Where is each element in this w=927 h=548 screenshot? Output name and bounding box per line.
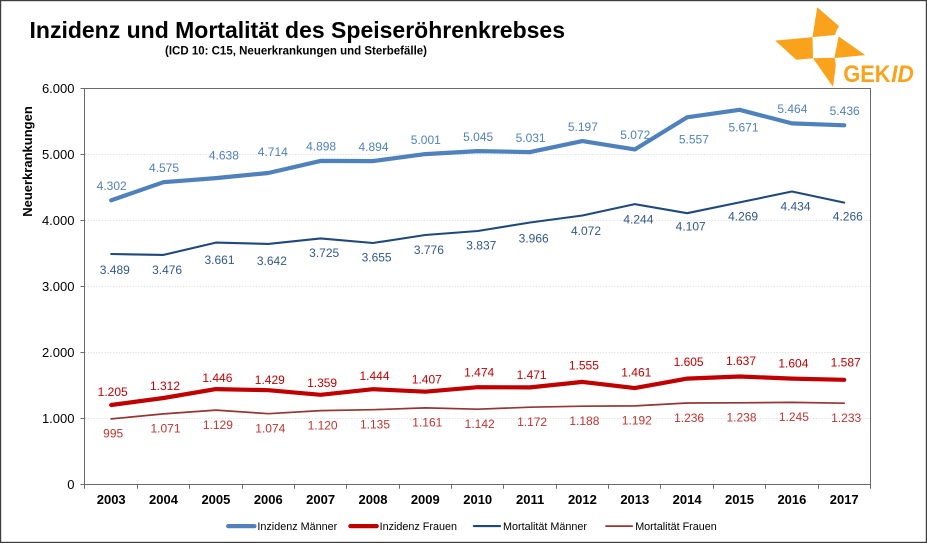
svg-text:5.072: 5.072 (620, 128, 650, 142)
svg-text:5.436: 5.436 (830, 104, 860, 118)
svg-text:1.172: 1.172 (517, 415, 547, 429)
svg-text:4.107: 4.107 (676, 220, 706, 234)
svg-text:Inzidenz und Mortalität des Sp: Inzidenz und Mortalität des Speiseröhren… (30, 17, 566, 43)
svg-text:1.587: 1.587 (831, 356, 861, 370)
svg-text:4.072: 4.072 (571, 224, 601, 238)
svg-text:5.671: 5.671 (728, 121, 758, 135)
svg-text:2008: 2008 (359, 492, 388, 507)
svg-text:2009: 2009 (411, 492, 440, 507)
svg-text:5.464: 5.464 (777, 102, 807, 116)
svg-text:1.120: 1.120 (308, 418, 338, 432)
svg-text:Inzidenz Frauen: Inzidenz Frauen (380, 521, 457, 533)
svg-text:2004: 2004 (149, 492, 179, 507)
svg-text:5.557: 5.557 (679, 132, 709, 146)
svg-text:1.161: 1.161 (412, 416, 442, 430)
svg-text:(ICD 10: C15, Neuerkrankungen: (ICD 10: C15, Neuerkrankungen und Sterbe… (165, 46, 427, 58)
svg-text:5.031: 5.031 (516, 131, 546, 145)
svg-text:4.434: 4.434 (780, 199, 810, 213)
svg-text:995: 995 (103, 427, 123, 441)
svg-text:4.000: 4.000 (42, 213, 75, 228)
svg-text:4.266: 4.266 (833, 210, 863, 224)
svg-text:4.894: 4.894 (358, 140, 388, 154)
svg-text:5.045: 5.045 (463, 130, 493, 144)
svg-text:2011: 2011 (516, 492, 544, 507)
svg-text:1.245: 1.245 (779, 410, 809, 424)
svg-text:1.359: 1.359 (307, 376, 337, 390)
svg-text:2014: 2014 (673, 492, 703, 507)
svg-text:1.142: 1.142 (465, 417, 495, 431)
svg-text:1.236: 1.236 (674, 411, 704, 425)
svg-text:3.655: 3.655 (362, 250, 392, 264)
svg-text:ID: ID (891, 61, 914, 88)
svg-text:3.776: 3.776 (414, 243, 444, 257)
svg-text:1.446: 1.446 (202, 371, 232, 385)
svg-text:2015: 2015 (725, 492, 754, 507)
svg-text:1.074: 1.074 (255, 422, 285, 436)
svg-text:Neuerkrankungen: Neuerkrankungen (20, 106, 35, 217)
svg-text:Mortalität Frauen: Mortalität Frauen (635, 521, 717, 533)
svg-text:1.605: 1.605 (674, 355, 704, 369)
svg-text:3.000: 3.000 (42, 279, 75, 294)
svg-text:2003: 2003 (97, 492, 126, 507)
svg-text:2010: 2010 (463, 492, 492, 507)
svg-text:5.001: 5.001 (411, 133, 441, 147)
svg-text:2006: 2006 (254, 492, 283, 507)
svg-text:1.637: 1.637 (726, 354, 756, 368)
svg-text:3.725: 3.725 (309, 246, 339, 260)
svg-text:4.269: 4.269 (728, 210, 758, 224)
svg-text:Inzidenz Männer: Inzidenz Männer (257, 521, 337, 533)
svg-text:1.471: 1.471 (517, 368, 547, 382)
svg-text:2005: 2005 (201, 492, 230, 507)
svg-text:4.898: 4.898 (306, 140, 336, 154)
svg-text:3.661: 3.661 (204, 253, 234, 267)
svg-text:1.407: 1.407 (412, 372, 442, 386)
svg-text:5.197: 5.197 (568, 120, 598, 134)
svg-text:4.302: 4.302 (97, 179, 127, 193)
svg-text:3.837: 3.837 (466, 239, 496, 253)
svg-text:1.238: 1.238 (726, 411, 756, 425)
svg-text:GEK: GEK (843, 61, 891, 88)
svg-text:2012: 2012 (568, 492, 597, 507)
svg-text:1.312: 1.312 (150, 379, 180, 393)
svg-text:4.714: 4.714 (258, 145, 288, 159)
svg-text:1.135: 1.135 (360, 418, 390, 432)
svg-text:2007: 2007 (306, 492, 335, 507)
svg-text:3.966: 3.966 (519, 232, 549, 246)
svg-text:1.071: 1.071 (150, 422, 180, 436)
svg-text:3.476: 3.476 (152, 263, 182, 277)
svg-text:3.489: 3.489 (100, 263, 130, 277)
svg-text:1.555: 1.555 (569, 359, 599, 373)
svg-text:1.205: 1.205 (98, 385, 128, 399)
svg-text:3.642: 3.642 (257, 254, 287, 268)
svg-text:1.461: 1.461 (621, 366, 651, 380)
svg-text:1.474: 1.474 (464, 366, 494, 380)
svg-text:2017: 2017 (830, 492, 859, 507)
svg-text:1.604: 1.604 (778, 357, 808, 371)
svg-text:1.000: 1.000 (42, 411, 75, 426)
svg-text:1.429: 1.429 (255, 373, 285, 387)
svg-text:6.000: 6.000 (42, 81, 75, 96)
svg-text:1.233: 1.233 (831, 411, 861, 425)
svg-text:Mortalität Männer: Mortalität Männer (503, 521, 587, 533)
svg-text:2.000: 2.000 (42, 345, 75, 360)
svg-text:2013: 2013 (620, 492, 649, 507)
svg-text:4.244: 4.244 (623, 213, 653, 227)
svg-text:5.000: 5.000 (42, 147, 75, 162)
svg-text:1.444: 1.444 (359, 369, 389, 383)
svg-text:1.129: 1.129 (203, 418, 233, 432)
svg-text:4.638: 4.638 (209, 149, 239, 163)
svg-text:1.188: 1.188 (569, 414, 599, 428)
svg-text:1.192: 1.192 (622, 414, 652, 428)
svg-text:2016: 2016 (777, 492, 806, 507)
svg-text:4.575: 4.575 (149, 161, 179, 175)
svg-text:0: 0 (67, 477, 74, 492)
